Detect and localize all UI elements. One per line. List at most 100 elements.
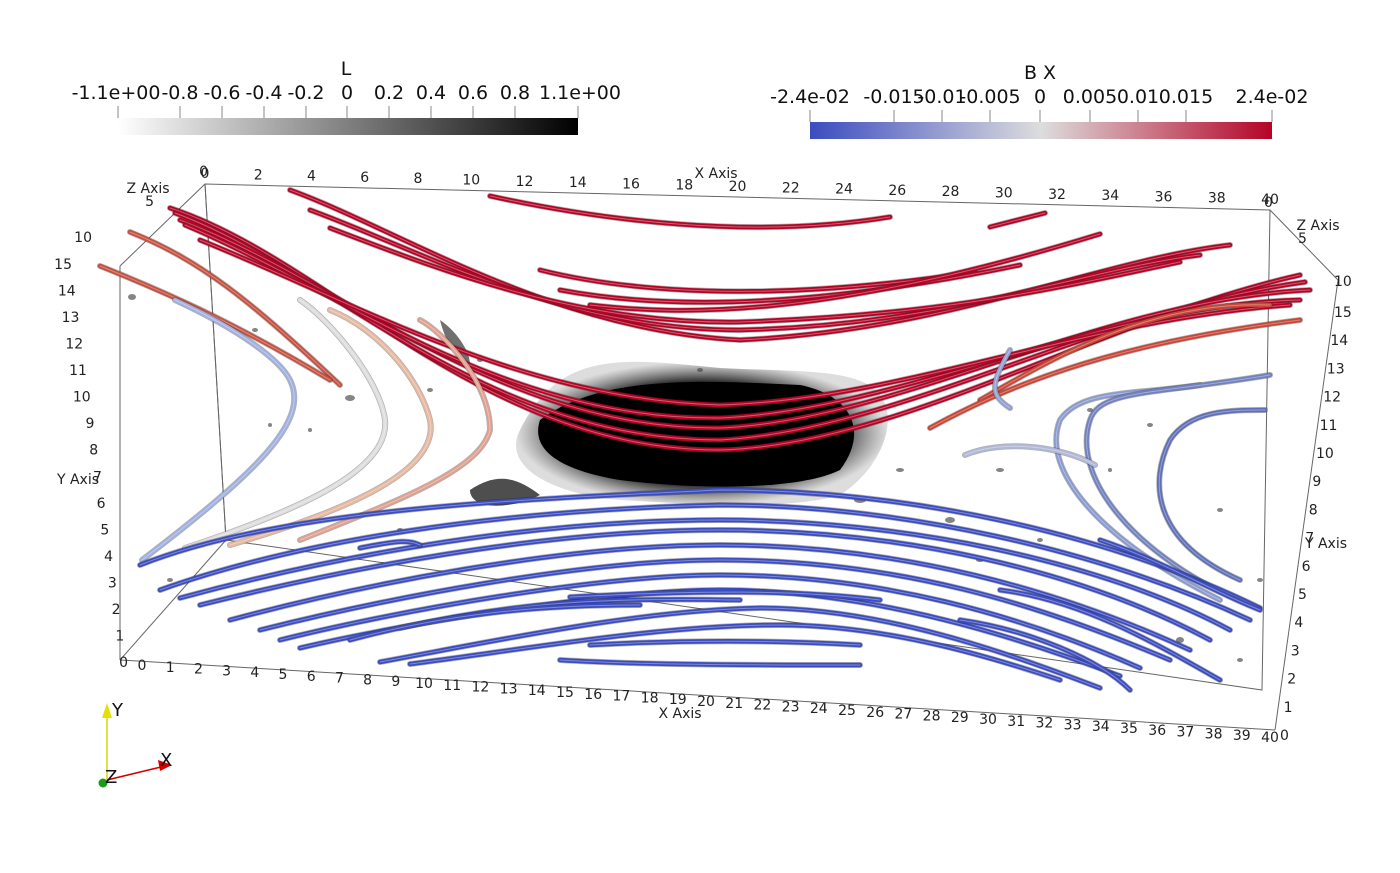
streamline-highlight [229, 309, 432, 546]
x-top-tick-label: 16 [622, 176, 640, 192]
y-right-tick-label: 10 [1316, 446, 1334, 462]
x-bottom-tick-label: 6 [307, 669, 316, 685]
streamline-highlight [199, 529, 1211, 641]
isosurface-speck [1037, 538, 1043, 542]
streamline-highlight [379, 607, 1101, 689]
y-left-tick-label: 15 [54, 257, 72, 273]
triad-x-label: X [160, 750, 172, 771]
y-right-tick-label: 13 [1327, 361, 1345, 377]
x-bottom-tick-label: 4 [250, 665, 259, 681]
x-bottom-tick-label: 28 [923, 708, 941, 724]
colorbar-BX-bar [810, 122, 1272, 139]
y-axis-title-right: Y Axis [1304, 536, 1347, 552]
streamline-highlight [1086, 374, 1271, 606]
x-bottom-tick-label: 17 [612, 689, 630, 705]
z-right-tick-label: 0 [1264, 195, 1273, 211]
z-right-tick-label: 5 [1298, 231, 1307, 247]
orientation-triad: Y X Z [98, 700, 172, 788]
x-top-tick-label: 28 [942, 184, 960, 200]
y-left-tick-label: 4 [104, 549, 113, 565]
colorbar-BX-title: B X [1024, 62, 1056, 84]
y-left-tick-label: 3 [108, 575, 117, 591]
colorbar-BX-label: 0.015 [1159, 86, 1213, 108]
streamline-highlight [99, 265, 331, 381]
streamline [377, 605, 1103, 691]
triad-x-axis [106, 765, 166, 781]
colorbar-L-bar [118, 118, 578, 135]
x-bottom-tick-label: 37 [1176, 725, 1194, 741]
x-top-tick-label: 26 [888, 183, 906, 199]
x-top-tick-label: 4 [307, 169, 316, 185]
streamline-highlight [159, 504, 1251, 621]
isosurface-speck [1087, 408, 1093, 412]
x-bottom-tick-label: 8 [363, 672, 372, 688]
streamline-highlight [179, 519, 1231, 631]
y-left-tick-label: 12 [65, 337, 83, 353]
x-bottom-tick-label: 12 [471, 680, 489, 696]
colorbar-L-label: 0 [341, 82, 353, 104]
x-bottom-tick-label: 0 [138, 658, 147, 674]
x-bottom-tick-label: 26 [866, 705, 884, 721]
colorbar-L-ticks [117, 106, 579, 118]
colorbar-L-label: -0.6 [203, 82, 240, 104]
streamline-highlight [259, 559, 1171, 661]
streamline-highlight [1055, 384, 1221, 601]
x-top-tick-label: 24 [835, 182, 853, 198]
colorbar-BX-label: -2.4e-02 [770, 86, 850, 108]
colorbar-L-label: 1.1e+00 [539, 82, 621, 104]
y-left-tick-label: 1 [115, 628, 124, 644]
streamline [587, 231, 1103, 313]
triad-z-dot-icon [98, 778, 108, 788]
colorbar-L-label: 0.6 [458, 82, 488, 104]
y-right-tick-label: 3 [1291, 643, 1300, 659]
streamline-highlight [329, 227, 1181, 323]
streamline [997, 587, 1223, 683]
x-bottom-tick-label: 9 [391, 674, 400, 690]
x-bottom-tick-label: 18 [641, 690, 659, 706]
colorbar-L: L -1.1e+00 -0.8 -0.6 -0.4 -0.2 0 0.2 0.4 0.6 0.8 1… [72, 58, 621, 135]
triad-z-label: Z [105, 767, 117, 788]
y-left-tick-label: 6 [97, 496, 106, 512]
streamline [127, 229, 343, 388]
streamline-highlight [229, 544, 1191, 651]
y-right-tick-label: 0 [1280, 728, 1289, 744]
x-bottom-tick-label: 35 [1120, 721, 1138, 737]
streamline-highlight [129, 231, 341, 386]
x-bottom-tick-label: 31 [1007, 714, 1025, 730]
z-right-tick-label: 10 [1334, 274, 1352, 290]
colorbar-BX-ticks [809, 110, 1273, 122]
streamline-highlight [589, 640, 861, 646]
x-bottom-tick-label: 38 [1205, 726, 1223, 742]
streamline [197, 237, 1293, 408]
streamline [327, 225, 1183, 325]
isosurface-speck [252, 328, 258, 332]
isosurface-speck [1257, 578, 1263, 582]
y-right-tick-label: 14 [1330, 333, 1348, 349]
streamline [1053, 382, 1223, 603]
streamline [137, 487, 1263, 611]
x-bottom-tick-label: 2 [194, 662, 203, 678]
z-axis-right-ticks: 0 5 10 [1264, 195, 1352, 290]
streamline [257, 557, 1173, 663]
triad-y-label: Y [111, 700, 124, 721]
isosurface-speck [345, 395, 355, 401]
y-right-tick-label: 12 [1323, 390, 1341, 406]
y-left-tick-label: 13 [62, 310, 80, 326]
streamline [1084, 372, 1273, 608]
y-right-tick-label: 1 [1284, 700, 1293, 716]
z-axis-title-right: Z Axis [1296, 218, 1339, 234]
x-top-tick-label: 40 [1261, 192, 1279, 208]
x-top-tick-label: 0 [201, 166, 210, 182]
streamline-highlight [959, 619, 1131, 691]
x-top-tick-label: 30 [995, 186, 1013, 202]
streamline-highlight [589, 233, 1101, 311]
colorbar-BX-label: 0.005 [1063, 86, 1117, 108]
streamline [177, 517, 1233, 633]
x-top-tick-label: 14 [569, 175, 587, 191]
x-bottom-tick-label: 34 [1092, 719, 1110, 735]
colorbar-BX-label: 0 [1034, 86, 1046, 108]
z-axis-title-left: Z Axis [126, 181, 169, 197]
streamline [587, 639, 863, 648]
